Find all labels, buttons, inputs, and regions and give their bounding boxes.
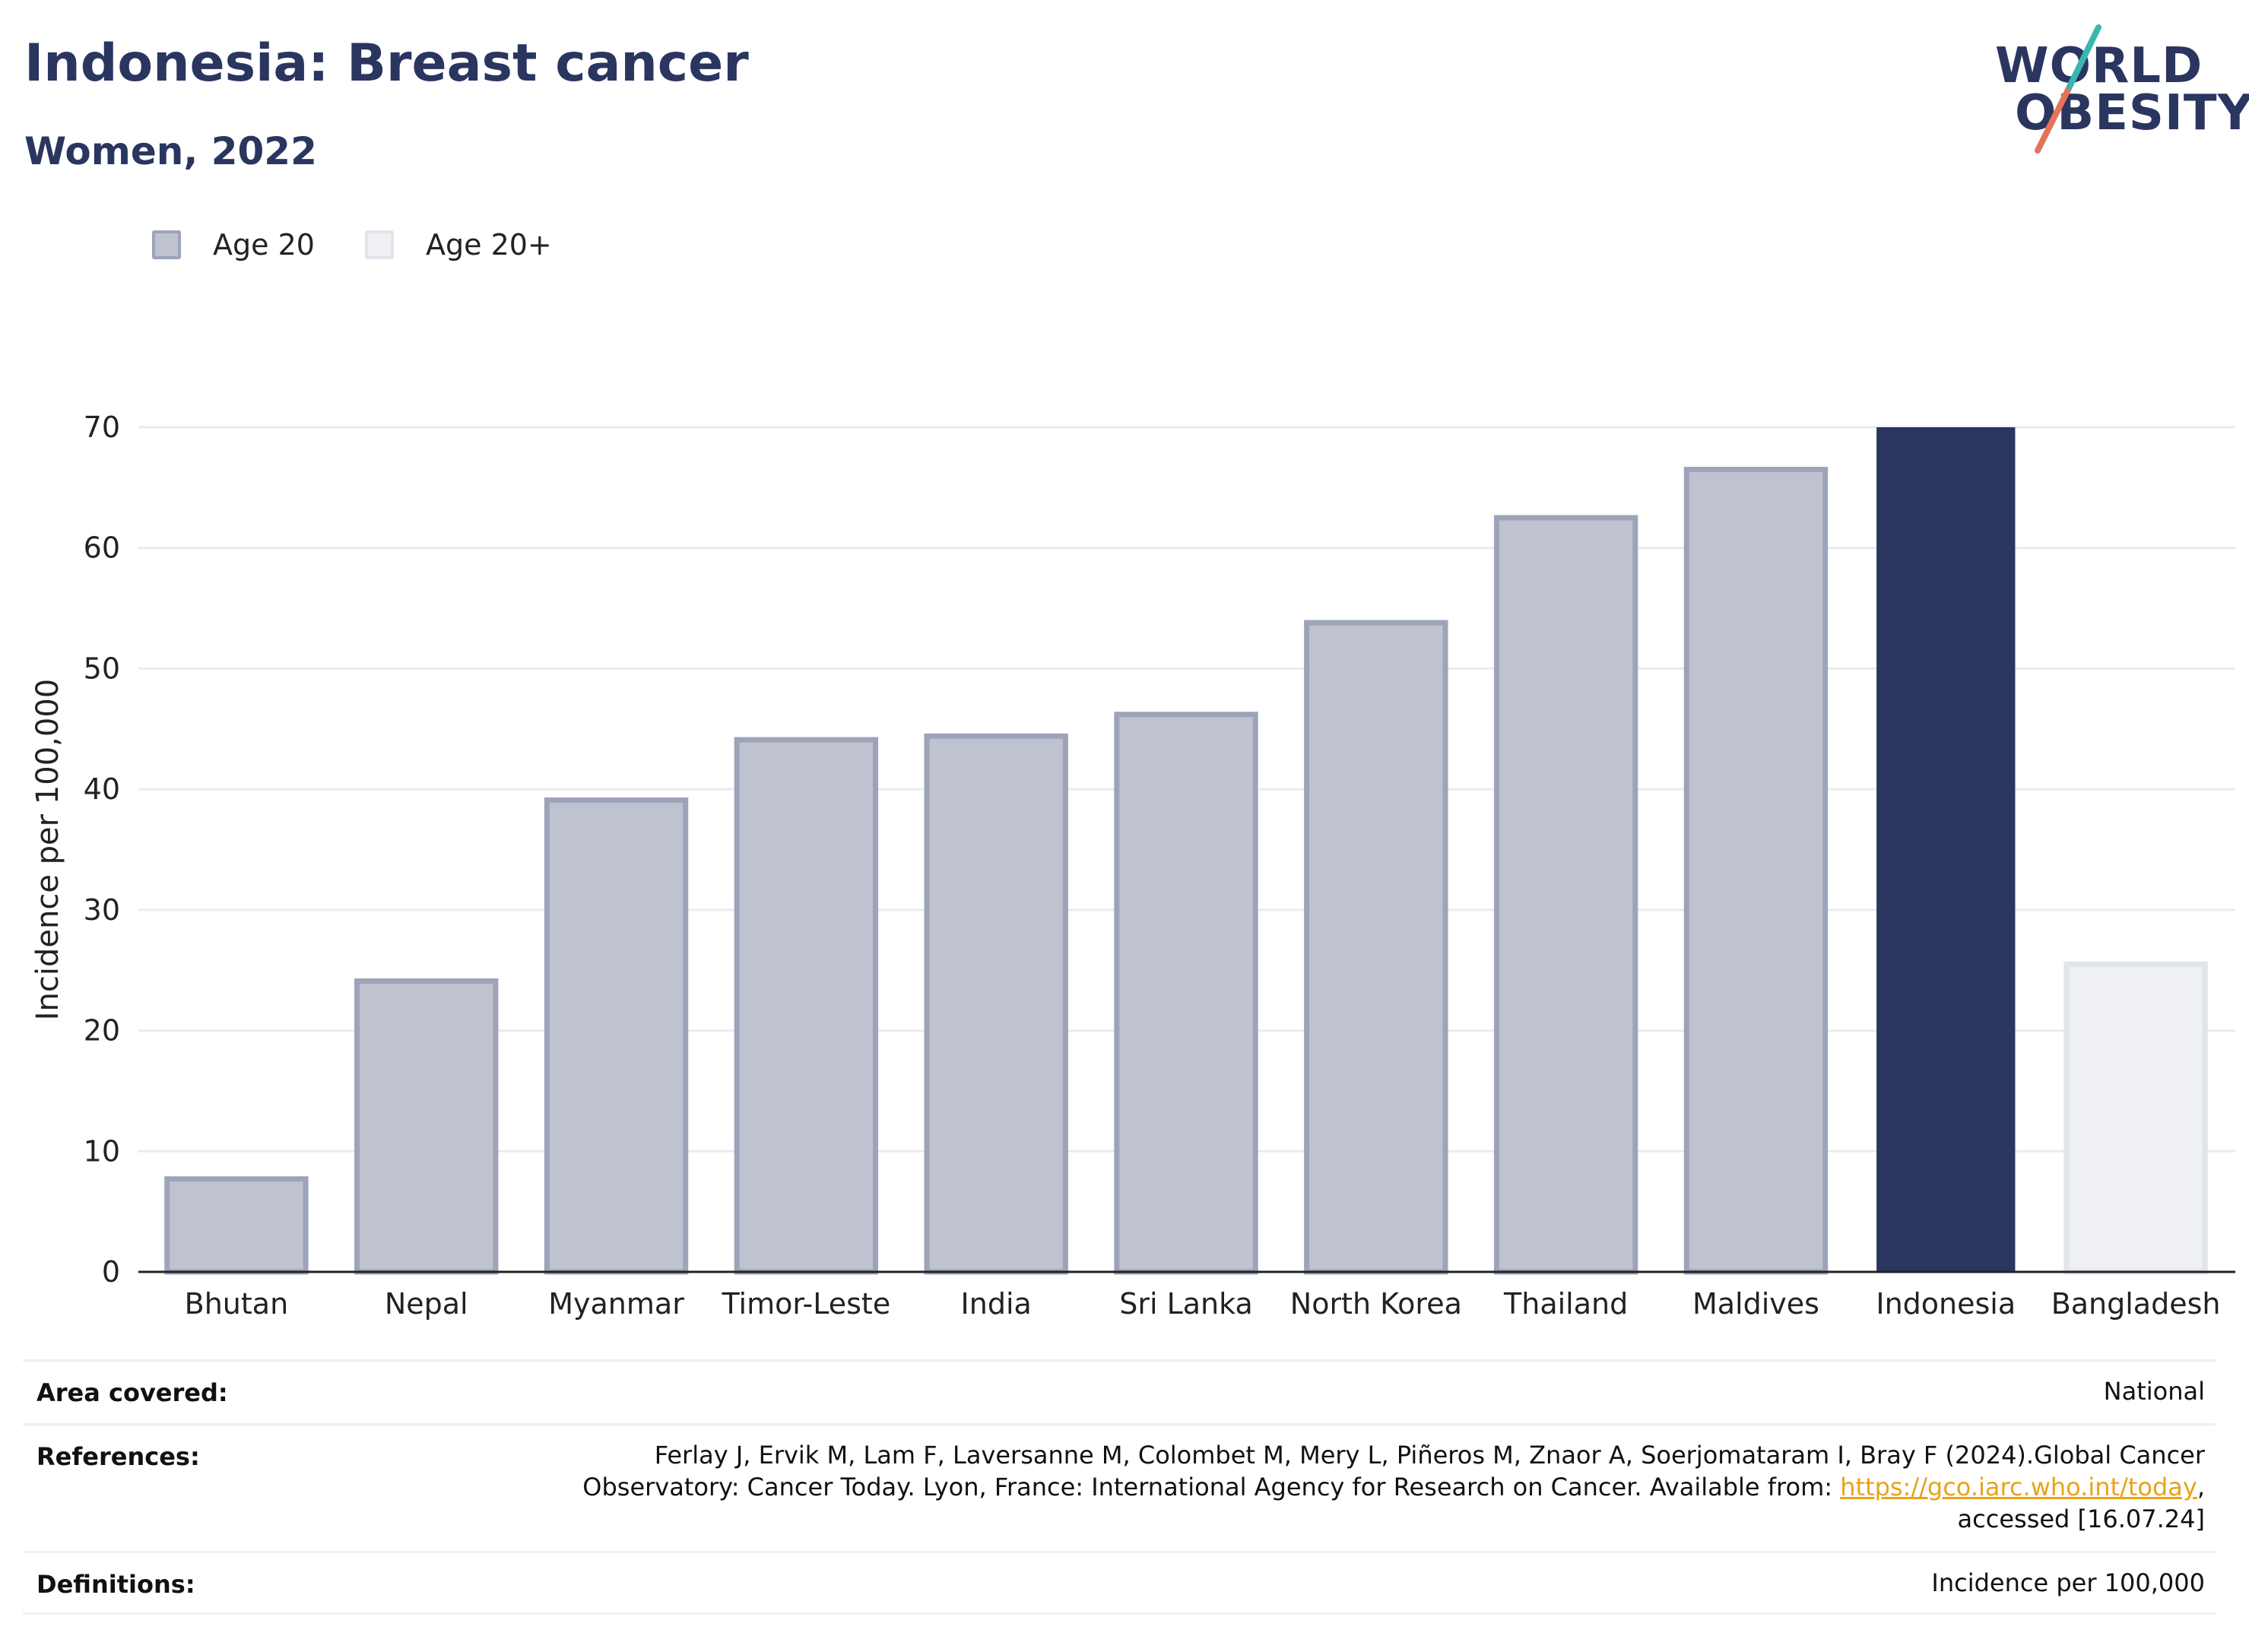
page-title: Indonesia: Breast cancer — [24, 33, 749, 94]
area-covered-label: Area covered: — [36, 1378, 228, 1407]
y-tick-label: 0 — [102, 1255, 120, 1289]
references-line-2: Observatory: Cancer Today. Lyon, France:… — [582, 1471, 2205, 1503]
world-obesity-logo-slash-icon — [2035, 24, 2101, 154]
references-value: Ferlay J, Ervik M, Lam F, Laversanne M, … — [582, 1439, 2205, 1535]
bar-north-korea[interactable] — [1304, 620, 1448, 1275]
bar-timor-leste[interactable] — [734, 737, 879, 1275]
references-link[interactable]: https://gco.iarc.who.int/today — [1840, 1473, 2197, 1501]
x-tick-label: Thailand — [1503, 1287, 1628, 1321]
y-tick-label: 50 — [84, 652, 120, 685]
legend-item-age20[interactable]: Age 20 — [152, 228, 315, 262]
x-tick-label: India — [961, 1287, 1032, 1321]
references-label: References: — [36, 1442, 200, 1471]
meta-row-definitions: Definitions: Incidence per 100,000 — [23, 1551, 2216, 1615]
bar-indonesia[interactable] — [1876, 427, 2016, 1272]
page-subtitle: Women, 2022 — [24, 129, 317, 173]
definitions-label: Definitions: — [36, 1570, 195, 1599]
bar-myanmar[interactable] — [544, 797, 689, 1275]
metadata-table: Area covered: National References: Ferla… — [23, 1359, 2216, 1615]
area-covered-value: National — [2103, 1377, 2205, 1406]
y-axis-label: Incidence per 100,000 — [30, 679, 65, 1021]
bar-bangladesh[interactable] — [2063, 961, 2208, 1275]
legend-label-age20: Age 20 — [213, 228, 315, 262]
y-tick-label: 30 — [84, 893, 120, 927]
bar-chart: 0 10 20 30 40 50 60 70 Bhutan Nepal Myanmar Timor-… — [30, 411, 2235, 1321]
meta-row-references: References: Ferlay J, Ervik M, Lam F, La… — [23, 1423, 2216, 1551]
legend-swatch-age20plus — [365, 230, 394, 259]
x-tick-label: Myanmar — [548, 1287, 684, 1321]
bar-india[interactable] — [924, 733, 1068, 1275]
bar-sri-lanka[interactable] — [1114, 712, 1258, 1275]
x-tick-label: Maldives — [1692, 1287, 1819, 1321]
bar-nepal[interactable] — [354, 978, 499, 1275]
y-tick-label: 40 — [84, 772, 120, 806]
bar-maldives[interactable] — [1683, 467, 1829, 1275]
references-line-2-end: , — [2197, 1473, 2205, 1501]
chart-bars — [164, 427, 2208, 1275]
x-tick-label: North Korea — [1290, 1287, 1462, 1321]
x-tick-label: Timor-Leste — [721, 1287, 890, 1321]
world-obesity-logo: WORLD OBESITY — [1984, 21, 2249, 166]
definitions-value: Incidence per 100,000 — [1931, 1568, 2205, 1597]
legend-label-age20plus: Age 20+ — [426, 228, 552, 262]
x-tick-label: Sri Lanka — [1119, 1287, 1253, 1321]
y-tick-label: 20 — [84, 1014, 120, 1048]
references-line-2-text: Observatory: Cancer Today. Lyon, France:… — [582, 1473, 1841, 1501]
bar-thailand[interactable] — [1493, 515, 1638, 1275]
x-axis-ticks: Bhutan Nepal Myanmar Timor-Leste India Sri La… — [185, 1287, 2221, 1321]
x-tick-label: Nepal — [385, 1287, 468, 1321]
references-line-3: accessed [16.07.24] — [1957, 1505, 2205, 1533]
y-tick-label: 60 — [84, 531, 120, 565]
bar-bhutan[interactable] — [164, 1176, 309, 1275]
legend-item-age20plus[interactable]: Age 20+ — [365, 228, 552, 262]
y-tick-label: 10 — [84, 1134, 120, 1168]
logo-word-world: WORLD — [1995, 38, 2203, 94]
meta-row-area: Area covered: National — [23, 1359, 2216, 1423]
y-tick-label: 70 — [84, 411, 120, 444]
y-axis-ticks: 0 10 20 30 40 50 60 70 — [84, 411, 120, 1289]
x-tick-label: Bangladesh — [2051, 1287, 2221, 1321]
references-line-1: Ferlay J, Ervik M, Lam F, Laversanne M, … — [654, 1441, 2205, 1470]
x-tick-label: Indonesia — [1876, 1287, 2016, 1321]
x-tick-label: Bhutan — [185, 1287, 289, 1321]
legend-swatch-age20 — [152, 230, 181, 259]
